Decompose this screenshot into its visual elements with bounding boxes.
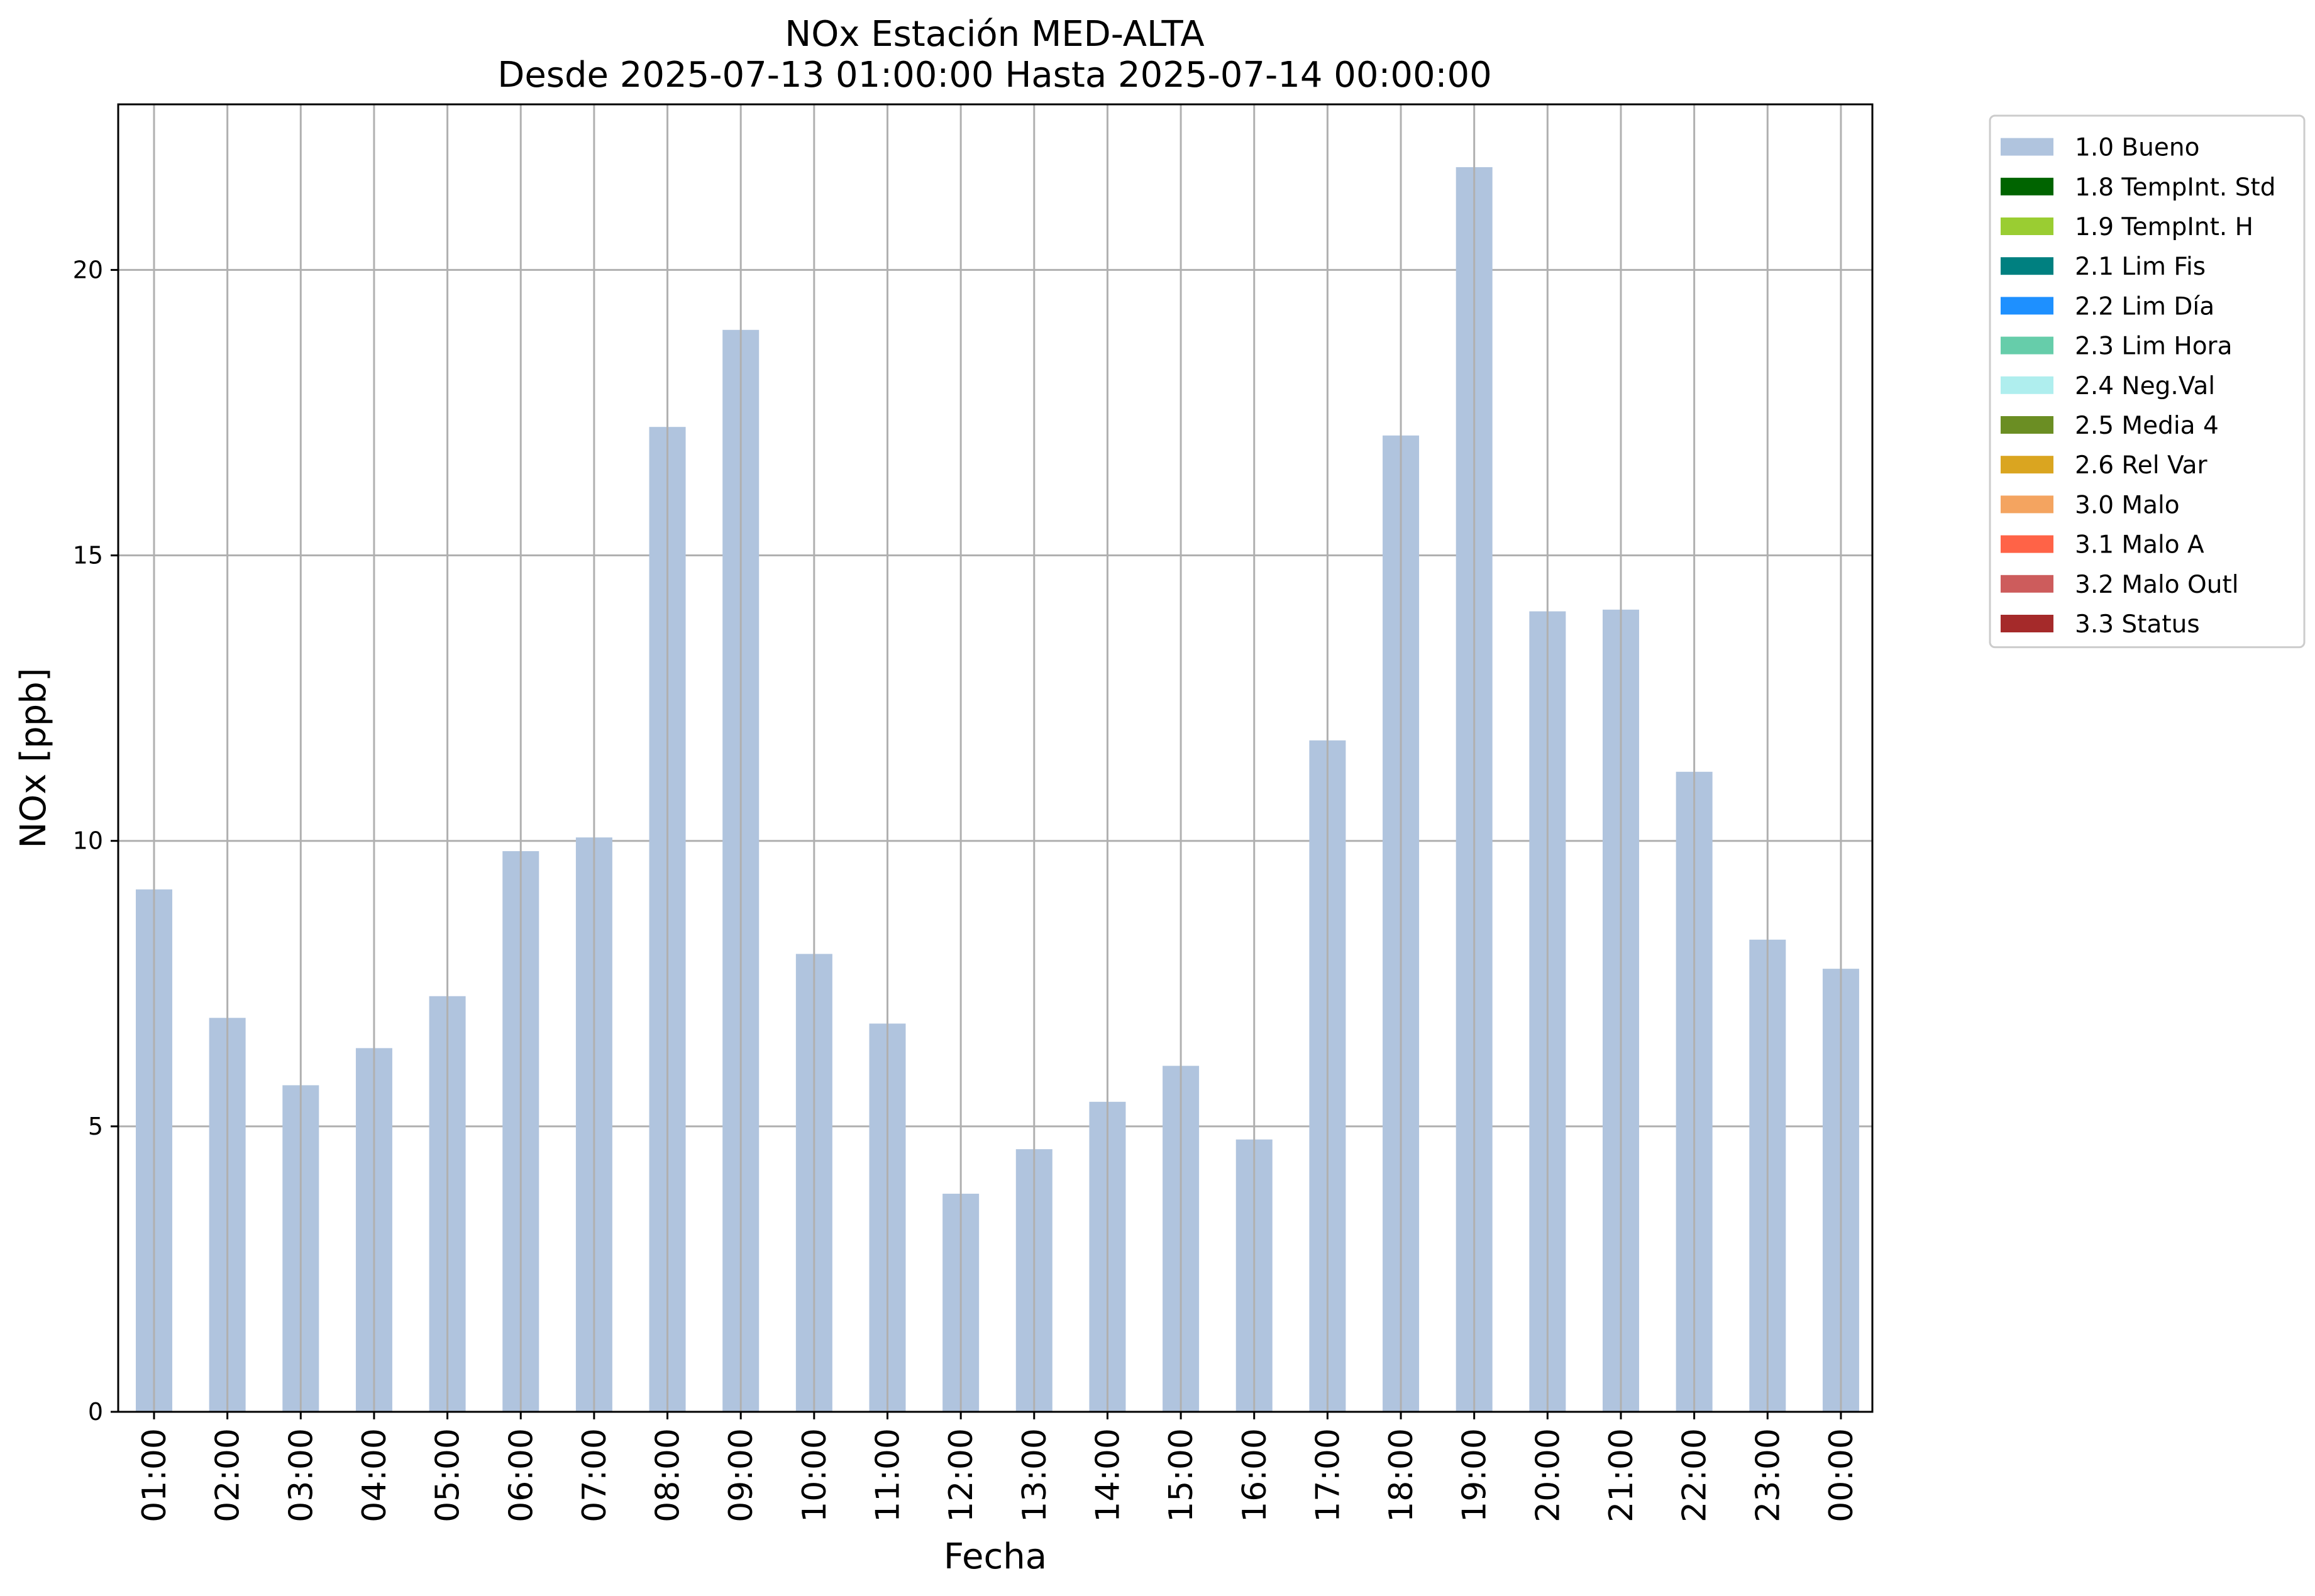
legend-swatch bbox=[2001, 615, 2053, 632]
x-tick-label: 08:00 bbox=[649, 1428, 687, 1522]
x-tick-label: 20:00 bbox=[1529, 1428, 1567, 1522]
legend-swatch bbox=[2001, 376, 2053, 394]
x-tick-label: 01:00 bbox=[136, 1428, 174, 1522]
legend-label: 2.6 Rel Var bbox=[2075, 451, 2208, 480]
legend-swatch bbox=[2001, 177, 2053, 195]
legend-swatch bbox=[2001, 575, 2053, 593]
x-tick-label: 13:00 bbox=[1016, 1428, 1054, 1522]
x-tick-label: 23:00 bbox=[1749, 1428, 1787, 1522]
legend-label: 2.4 Neg.Val bbox=[2075, 372, 2215, 400]
legend-label: 2.5 Media 4 bbox=[2075, 412, 2219, 440]
legend-swatch bbox=[2001, 138, 2053, 156]
legend-label: 1.9 TempInt. H bbox=[2075, 213, 2253, 241]
x-tick-label: 10:00 bbox=[796, 1428, 834, 1522]
x-tick-label: 12:00 bbox=[942, 1428, 980, 1522]
legend-swatch bbox=[2001, 495, 2053, 514]
legend-label: 1.0 Bueno bbox=[2075, 134, 2199, 162]
y-tick-label: 10 bbox=[73, 827, 103, 855]
x-tick-label: 15:00 bbox=[1163, 1428, 1200, 1522]
legend-label: 1.8 TempInt. Std bbox=[2075, 173, 2275, 202]
chart-subtitle: Desde 2025-07-13 01:00:00 Hasta 2025-07-… bbox=[497, 55, 1492, 96]
legend-swatch bbox=[2001, 297, 2053, 315]
legend-swatch bbox=[2001, 257, 2053, 275]
legend: 1.0 Bueno 1.8 TempInt. Std 1.9 TempInt. H 2… bbox=[1989, 114, 2306, 649]
legend-swatch bbox=[2001, 217, 2053, 235]
x-tick-label: 04:00 bbox=[356, 1428, 394, 1522]
legend-label: 3.1 Malo A bbox=[2075, 531, 2204, 559]
legend-swatch bbox=[2001, 416, 2053, 434]
legend-swatch bbox=[2001, 456, 2053, 474]
legend-label: 3.0 Malo bbox=[2075, 491, 2180, 519]
x-tick-label: 03:00 bbox=[282, 1428, 320, 1522]
legend-label: 3.2 Malo Outl bbox=[2075, 571, 2239, 599]
chart-title: NOx Estación MED-ALTA bbox=[785, 14, 1204, 55]
legend-label: 2.1 Lim Fis bbox=[2075, 253, 2206, 281]
x-tick-label: 22:00 bbox=[1676, 1428, 1714, 1522]
y-axis-ticks: 0 5 10 15 20 bbox=[73, 256, 118, 1426]
legend-swatch bbox=[2001, 535, 2053, 553]
legend-label: 2.2 Lim Día bbox=[2075, 292, 2214, 321]
vertical-grid-lines bbox=[153, 104, 1842, 1412]
x-tick-label: 05:00 bbox=[429, 1428, 467, 1522]
y-axis-label: NOx [ppb] bbox=[13, 668, 54, 848]
x-axis-label: Fecha bbox=[944, 1536, 1047, 1577]
x-tick-label: 17:00 bbox=[1309, 1428, 1347, 1522]
x-tick-label: 09:00 bbox=[722, 1428, 760, 1522]
y-tick-label: 0 bbox=[88, 1398, 103, 1426]
x-tick-label: 16:00 bbox=[1236, 1428, 1274, 1522]
y-tick-label: 15 bbox=[73, 542, 103, 570]
x-axis-ticks: 01:00 02:00 03:00 04:00 05:00 06:00 07:00 08:00… bbox=[136, 1412, 1860, 1522]
x-tick-label: 00:00 bbox=[1823, 1428, 1860, 1522]
x-tick-label: 02:00 bbox=[209, 1428, 247, 1522]
x-tick-label: 18:00 bbox=[1383, 1428, 1420, 1522]
x-tick-label: 11:00 bbox=[870, 1428, 907, 1522]
x-tick-label: 14:00 bbox=[1089, 1428, 1127, 1522]
x-tick-label: 06:00 bbox=[502, 1428, 540, 1522]
legend-label: 3.3 Status bbox=[2075, 610, 2200, 639]
y-tick-label: 20 bbox=[73, 256, 103, 283]
x-tick-label: 21:00 bbox=[1603, 1428, 1640, 1522]
legend-box bbox=[1989, 114, 2306, 649]
plot-frame bbox=[117, 103, 1874, 1413]
x-tick-label: 07:00 bbox=[576, 1428, 614, 1522]
x-tick-label: 19:00 bbox=[1456, 1428, 1494, 1522]
y-tick-label: 5 bbox=[88, 1113, 103, 1140]
legend-swatch bbox=[2001, 336, 2053, 355]
legend-label: 2.3 Lim Hora bbox=[2075, 333, 2233, 361]
